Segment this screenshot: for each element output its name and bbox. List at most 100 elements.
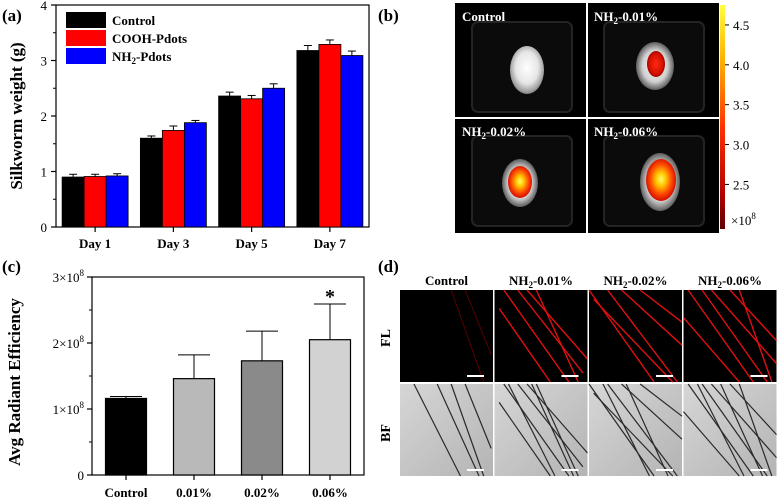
chart-a: Silkworm weight (g) 0 1 2 3 4 Day 1 Day 3 Day 5… [7,0,370,251]
panel-c-label: (c) [2,257,21,276]
fl-fibre [607,289,678,383]
chart-c-xtick-label: Control [104,485,147,500]
fl-fibre [464,289,492,355]
bf-fibre [498,402,551,477]
ivis-image-panel: Control NH2-0.01% NH2-0.02% NH2-0.06% 4.… [455,3,756,233]
bf-fibre [701,383,768,477]
chart-a-bar [161,130,185,228]
row-label-fl: FL [379,329,394,347]
ivis-label-002: NH2-0.02% [462,124,526,141]
bf-fibre [621,383,683,440]
chart-a-xtick-label: Day 5 [236,236,269,251]
ivis-label-006: NH2-0.06% [594,124,658,141]
fl-fibre [593,298,674,383]
fl-fibre [498,308,551,383]
silkworm-006-signal [646,159,676,201]
bf-fibre [639,383,683,417]
chart-a-bar [296,50,320,228]
bf-fibre [450,383,485,477]
bf-fibre [710,383,777,458]
chart-c-xtick-label: 0.06% [312,485,348,500]
chart-a-bar [240,98,264,228]
chart-a-ytick-label: 3 [41,54,48,69]
chart-c-significance: * [325,286,335,308]
panel-a-label: (a) [2,6,22,25]
chart-a-bar [183,122,207,228]
fl-fibre [503,289,570,383]
microscopy-column-header: NH2-0.01% [509,273,573,290]
chart-a-ylabel: Silkworm weight (g) [7,42,26,189]
fl-fibre [738,289,773,383]
chart-c-ytick-label: 3×108 [53,268,85,285]
chart-a-legend-label: Control [112,13,155,28]
chart-c: Avg Radiant Efficiency 0 1×108 2×108 3×108 C… [5,268,365,500]
chart-c-ylabel: Avg Radiant Efficiency [5,298,24,466]
bf-fibre [607,383,678,477]
chart-c-ytick-label: 1×108 [53,400,85,417]
fl-fibre [729,289,778,342]
chart-a-xtick-label: Day 3 [157,236,190,251]
color-scale-tick-label: 2.5 [733,177,749,192]
panel-b-label: (b) [378,6,399,25]
fl-fibre [526,289,589,360]
bf-fibre [531,383,575,477]
chart-a-legend-label: NH2-Pdots [112,49,171,66]
bf-fibre [464,383,492,449]
chart-a-legend-swatch [66,12,106,28]
bf-fibre [436,383,480,477]
color-scale-bar [720,5,725,229]
chart-a-xtick-label: Day 7 [314,236,347,251]
fl-fibre [621,289,683,346]
bf-fibre [507,383,556,477]
chart-a-bar [105,175,129,228]
bf-tile [400,384,493,476]
row-label-bf: BF [379,424,394,442]
chart-c-bar [240,360,284,476]
chart-a-ytick-label: 1 [41,165,48,180]
bf-tile [589,384,682,476]
bf-fibre [683,411,740,477]
color-scale-unit: ×108 [731,211,756,228]
bf-fibre [503,383,570,477]
bf-fibre [535,383,579,477]
chart-a-bar [139,137,163,228]
fl-fibre [687,289,754,383]
color-scale-tick-label: 3.0 [733,138,749,153]
bf-fibre [729,383,777,436]
color-scale-ticks: 4.5 4.0 3.5 3.0 2.5 [725,18,749,192]
bf-fibre [696,383,745,477]
color-scale-tick-label: 4.5 [733,18,749,33]
silkworm-002-signal [508,166,532,198]
chart-c-bar [308,339,352,476]
fl-fibre [710,289,778,365]
chart-c-ytick-label: 2×108 [53,334,85,351]
microscopy-panel: Control NH2-0.01% NH2-0.02% NH2-0.06% FL BF [379,273,778,477]
chart-c-bar [104,397,148,476]
chart-a-bar [262,87,286,228]
chart-a-ytick-label: 4 [41,0,48,13]
ivis-label-001: NH2-0.01% [594,9,658,26]
fl-tile [400,290,493,382]
chart-a-ytick-label: 2 [41,109,48,124]
bf-fibre [593,392,674,477]
chart-a-legend: Control COOH-Pdots NH2-Pdots [66,12,187,66]
chart-a-legend-swatch [66,30,106,46]
chart-a-legend-label: COOH-Pdots [112,31,187,46]
chart-a-bar [61,176,85,228]
color-scale-tick-label: 3.5 [733,98,749,113]
bf-fibre [602,383,650,477]
fl-fibre [639,289,683,323]
microscopy-column-header: Control [425,273,468,288]
bf-fibre [413,383,461,477]
microscopy-column-header: NH2-0.02% [603,273,667,290]
chart-a-bar [318,44,342,228]
chart-a-xtick-label: Day 1 [79,236,111,251]
fl-fibre [701,289,768,383]
chart-a-bar [218,95,242,228]
chart-c-xtick-label: 0.01% [176,485,212,500]
fl-fibre [517,289,584,374]
panel-d-label: (d) [378,257,399,276]
silkworm-001-signal [647,51,665,77]
microscopy-column-header: NH2-0.06% [698,273,762,290]
